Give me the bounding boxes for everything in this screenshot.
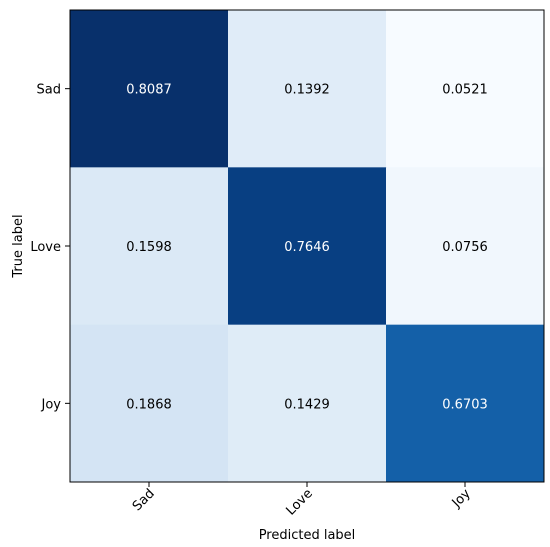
- y-axis-ticks: Sad Love Joy: [30, 83, 70, 412]
- y-tick-label: Joy: [41, 397, 62, 412]
- y-tick-label: Love: [30, 240, 61, 255]
- heatmap-cell: [386, 324, 545, 483]
- heatmap-cell: [228, 324, 387, 483]
- cell-value-label: 0.8087: [126, 83, 172, 98]
- heatmap-cell: [70, 324, 229, 483]
- y-tick-label: Sad: [37, 83, 61, 98]
- heatmap-cell: [228, 167, 387, 326]
- cell-value-label: 0.1429: [284, 397, 330, 412]
- cell-value-labels: 0.8087 0.1392 0.0521 0.1598 0.7646 0.0756 0.18…: [126, 83, 488, 413]
- cell-value-label: 0.7646: [284, 240, 330, 255]
- heatmap-cell: [386, 10, 545, 168]
- x-tick-label: Sad: [130, 486, 158, 514]
- x-axis-ticks: Sad Love Joy: [130, 482, 474, 519]
- cell-value-label: 0.1598: [126, 240, 172, 255]
- y-axis-title: True label: [11, 214, 26, 278]
- cell-value-label: 0.1868: [126, 397, 172, 412]
- heatmap-cell: [386, 167, 545, 326]
- cell-value-label: 0.0756: [442, 240, 488, 255]
- heatmap-cell: [70, 10, 229, 168]
- heatmap-cell: [70, 167, 229, 326]
- x-tick-label: Joy: [449, 486, 474, 511]
- cell-value-label: 0.1392: [284, 83, 330, 98]
- heatmap-cell: [228, 10, 387, 168]
- x-axis-title: Predicted label: [259, 528, 356, 543]
- heatmap-cells: [70, 10, 545, 483]
- cell-value-label: 0.0521: [442, 83, 488, 98]
- cell-value-label: 0.6703: [442, 397, 488, 412]
- x-tick-label: Love: [284, 486, 316, 518]
